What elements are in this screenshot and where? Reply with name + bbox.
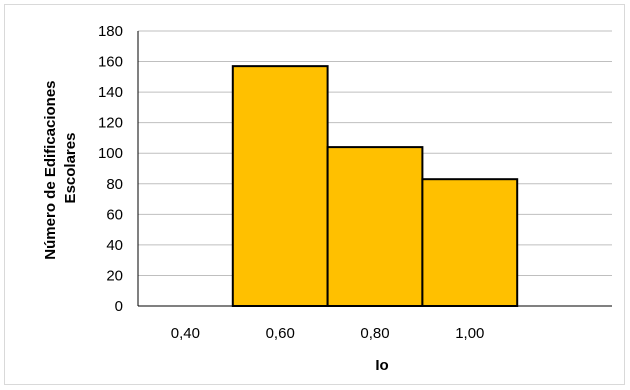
gridlines bbox=[138, 30, 612, 276]
y-tick-label: 40 bbox=[106, 237, 123, 254]
bar-0-60 bbox=[231, 65, 329, 307]
x-tick-label: 0,80 bbox=[360, 325, 389, 342]
y-axis-title-line-2: Escolares bbox=[62, 133, 79, 204]
bar-1-00 bbox=[421, 178, 519, 307]
y-tick-label: 0 bbox=[115, 298, 123, 315]
x-tick-label: 0,60 bbox=[266, 325, 295, 342]
x-axis-title: Io bbox=[375, 357, 388, 374]
y-axis-title: Número de Edificaciones Escolares bbox=[42, 76, 79, 259]
y-tick-label: 160 bbox=[98, 54, 123, 71]
y-tick-label: 20 bbox=[106, 267, 123, 284]
bars bbox=[231, 65, 519, 307]
x-tick-labels: 0,40 0,60 0,80 1,00 bbox=[171, 325, 485, 342]
y-tick-labels: 0 20 40 60 80 100 120 140 160 180 bbox=[98, 23, 123, 315]
bar-0-80 bbox=[326, 146, 424, 307]
y-axis-title-line-1: Número de Edificaciones bbox=[42, 80, 59, 259]
x-tick-label: 1,00 bbox=[455, 325, 484, 342]
y-tick-label: 80 bbox=[106, 176, 123, 193]
axes bbox=[137, 31, 612, 307]
y-tick-label: 140 bbox=[98, 84, 123, 101]
x-tick-label: 0,40 bbox=[171, 325, 200, 342]
y-tick-label: 120 bbox=[98, 115, 123, 132]
y-tick-label: 100 bbox=[98, 145, 123, 162]
y-tick-label: 60 bbox=[106, 206, 123, 223]
y-tick-label: 180 bbox=[98, 23, 123, 40]
